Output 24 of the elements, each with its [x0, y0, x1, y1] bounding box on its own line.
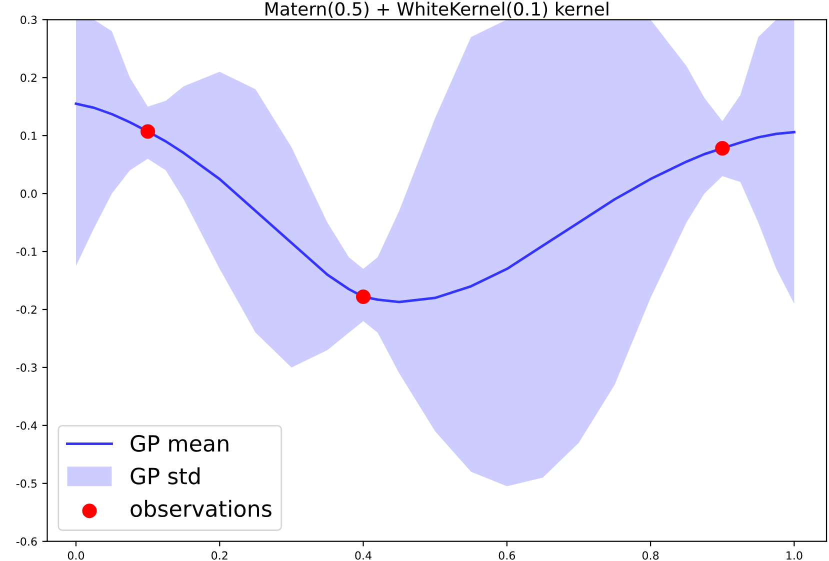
y-tick-label: -0.6	[16, 537, 37, 546]
x-tick-label: 0.8	[642, 551, 659, 560]
line-series	[74, 102, 796, 304]
y-tick-label: -0.4	[16, 421, 37, 430]
y-tick-label: -0.1	[16, 247, 37, 256]
point	[140, 124, 156, 139]
x-tick-label: 0.6	[498, 551, 516, 560]
point	[715, 141, 730, 156]
y-tick-label: -0.2	[16, 305, 36, 314]
x-tick-label: 1.0	[786, 551, 802, 560]
x-tick-label: 0.4	[355, 551, 372, 560]
annotation: GP std	[130, 467, 200, 484]
point	[356, 289, 371, 304]
x-tick-label: 0.0	[68, 551, 84, 560]
legend-label: GP mean	[130, 435, 228, 452]
y-tick-label: 0.0	[20, 190, 37, 198]
chart-title: Matern(0.5) + WhiteKernel(0.1) kernel	[266, 2, 608, 18]
x-tick-label: 0.2	[212, 551, 228, 560]
y-tick-label: 0.2	[20, 74, 36, 82]
y-tick-label: -0.3	[16, 363, 37, 372]
legend-label: observations	[130, 500, 272, 518]
y-tick-label: -0.5	[16, 479, 37, 488]
y-tick-label: 0.1	[20, 132, 37, 140]
y-tick-label: 0.3	[20, 16, 37, 24]
